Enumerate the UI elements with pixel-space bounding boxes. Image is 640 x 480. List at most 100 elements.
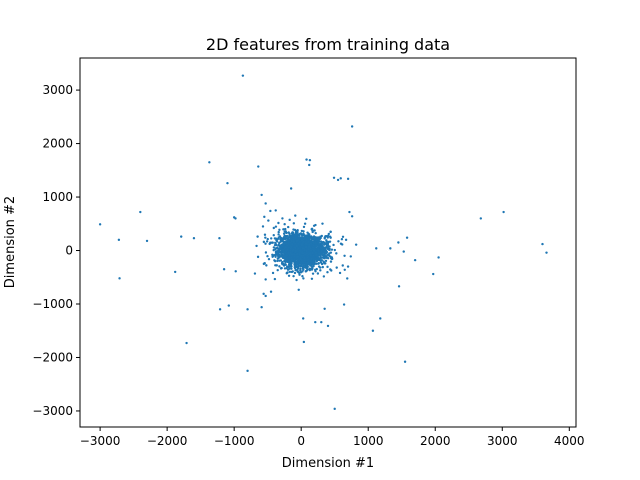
data-point bbox=[326, 253, 329, 256]
data-point bbox=[323, 250, 326, 253]
data-point bbox=[313, 249, 316, 253]
data-point bbox=[318, 237, 322, 241]
data-point bbox=[322, 240, 325, 244]
data-point bbox=[292, 260, 296, 263]
data-point bbox=[290, 270, 294, 274]
data-point bbox=[288, 218, 291, 222]
data-point bbox=[312, 260, 315, 264]
data-point bbox=[284, 256, 287, 259]
data-point bbox=[276, 250, 280, 254]
data-point bbox=[294, 242, 297, 246]
data-point bbox=[315, 258, 318, 262]
data-point bbox=[313, 229, 316, 232]
data-point bbox=[339, 177, 342, 180]
data-point bbox=[307, 244, 311, 248]
data-point bbox=[341, 264, 344, 267]
data-point bbox=[260, 193, 263, 197]
data-point bbox=[324, 247, 327, 250]
data-point bbox=[295, 239, 299, 243]
data-point bbox=[280, 266, 283, 270]
data-point bbox=[291, 238, 295, 242]
data-point bbox=[272, 248, 275, 252]
data-point bbox=[308, 158, 312, 162]
data-point bbox=[234, 270, 237, 273]
data-point bbox=[308, 233, 311, 237]
x-tick-label: 2000 bbox=[420, 434, 451, 448]
data-point bbox=[315, 262, 318, 265]
data-point bbox=[320, 247, 323, 250]
data-point bbox=[298, 236, 301, 239]
data-point bbox=[287, 239, 290, 242]
x-tick-label: −1000 bbox=[214, 434, 255, 448]
data-point bbox=[264, 236, 267, 239]
data-point bbox=[302, 230, 305, 233]
data-point bbox=[273, 277, 277, 281]
data-point bbox=[192, 237, 196, 240]
data-point bbox=[301, 252, 305, 255]
data-point bbox=[260, 306, 263, 309]
data-point bbox=[289, 249, 292, 252]
data-point bbox=[375, 247, 378, 250]
data-point bbox=[329, 260, 333, 263]
data-point bbox=[279, 246, 282, 250]
data-point bbox=[328, 240, 332, 243]
data-point bbox=[297, 249, 301, 252]
x-axis-label: Dimension #1 bbox=[282, 456, 374, 471]
data-point bbox=[479, 217, 483, 220]
data-point bbox=[297, 247, 300, 250]
data-point bbox=[335, 266, 338, 269]
data-point bbox=[253, 272, 257, 275]
data-point bbox=[273, 259, 277, 263]
y-axis-label: Dimension #2 bbox=[3, 196, 18, 288]
data-point bbox=[303, 253, 307, 256]
data-point bbox=[317, 262, 320, 265]
data-point bbox=[227, 304, 230, 307]
data-point bbox=[290, 253, 294, 256]
data-point bbox=[273, 243, 277, 247]
data-point bbox=[276, 268, 279, 272]
data-point bbox=[291, 243, 294, 246]
y-tick-label: −1000 bbox=[32, 297, 73, 311]
data-point bbox=[311, 251, 314, 255]
data-point bbox=[304, 245, 308, 249]
data-point bbox=[266, 237, 269, 241]
data-point bbox=[312, 224, 316, 227]
data-point bbox=[282, 228, 285, 231]
data-point bbox=[269, 290, 273, 293]
data-point bbox=[354, 243, 358, 246]
data-point bbox=[290, 258, 294, 262]
data-point bbox=[299, 232, 303, 235]
data-point bbox=[296, 253, 299, 256]
data-point bbox=[301, 247, 305, 250]
data-point bbox=[294, 233, 298, 237]
data-point bbox=[340, 237, 344, 241]
data-point bbox=[302, 317, 305, 320]
data-point bbox=[293, 271, 297, 275]
data-point bbox=[302, 240, 305, 243]
y-axis: −3000 −2000 −1000 0 1000 2000 3000 bbox=[32, 83, 80, 418]
data-point bbox=[208, 161, 211, 164]
data-point bbox=[326, 270, 329, 274]
data-point bbox=[294, 249, 297, 252]
data-point bbox=[272, 234, 275, 237]
data-point bbox=[541, 242, 544, 246]
data-point bbox=[310, 257, 313, 261]
data-point bbox=[218, 308, 222, 311]
data-point bbox=[320, 262, 324, 266]
data-point bbox=[292, 232, 295, 235]
data-point bbox=[322, 275, 326, 278]
data-point bbox=[277, 230, 280, 234]
y-tick-label: 1000 bbox=[42, 190, 73, 204]
data-point bbox=[267, 219, 270, 222]
data-point bbox=[297, 288, 300, 291]
data-point bbox=[279, 238, 282, 241]
data-point bbox=[294, 214, 297, 217]
data-point bbox=[270, 237, 273, 240]
data-point bbox=[282, 262, 285, 266]
data-point bbox=[333, 407, 336, 411]
data-point bbox=[274, 264, 277, 267]
data-point bbox=[300, 239, 304, 242]
data-point bbox=[281, 255, 284, 259]
data-point bbox=[287, 256, 291, 259]
data-point bbox=[330, 256, 334, 259]
